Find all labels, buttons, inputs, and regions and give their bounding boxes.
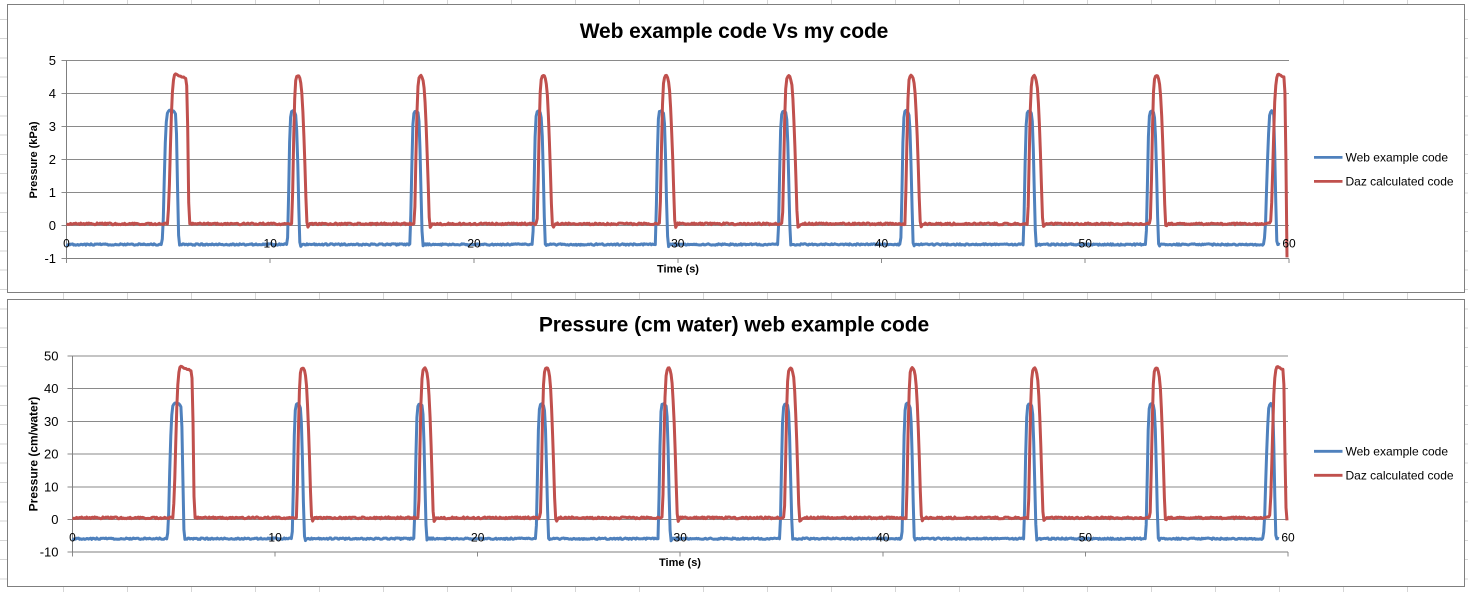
svg-text:40: 40 <box>876 531 890 545</box>
svg-text:2: 2 <box>49 152 56 167</box>
svg-text:0: 0 <box>63 237 70 251</box>
svg-text:10: 10 <box>264 237 278 251</box>
svg-text:30: 30 <box>674 531 688 545</box>
svg-text:Daz calculated code: Daz calculated code <box>1346 175 1454 189</box>
svg-text:Pressure (cm water) web exampl: Pressure (cm water) web example code <box>539 314 929 337</box>
svg-text:50: 50 <box>1079 237 1093 251</box>
svg-text:20: 20 <box>44 447 58 462</box>
svg-text:40: 40 <box>875 237 889 251</box>
svg-text:-1: -1 <box>44 251 56 266</box>
svg-text:3: 3 <box>49 119 56 134</box>
svg-text:40: 40 <box>44 381 58 396</box>
svg-text:1: 1 <box>49 185 56 200</box>
svg-text:5: 5 <box>49 53 56 68</box>
svg-text:30: 30 <box>671 237 685 251</box>
svg-text:50: 50 <box>44 349 58 364</box>
svg-text:Daz calculated code: Daz calculated code <box>1346 469 1454 483</box>
svg-text:-10: -10 <box>40 545 59 560</box>
svg-text:Time (s): Time (s) <box>657 263 699 275</box>
svg-text:Pressure (kPa): Pressure (kPa) <box>28 121 40 198</box>
svg-text:Time (s): Time (s) <box>659 557 701 569</box>
svg-text:Web example code: Web example code <box>1346 445 1449 459</box>
svg-text:0: 0 <box>49 218 56 233</box>
svg-text:0: 0 <box>51 512 58 527</box>
svg-text:50: 50 <box>1079 531 1093 545</box>
svg-text:20: 20 <box>467 237 481 251</box>
svg-text:10: 10 <box>268 531 282 545</box>
svg-text:60: 60 <box>1281 531 1295 545</box>
svg-text:Web example code: Web example code <box>1346 151 1449 165</box>
svg-text:0: 0 <box>69 531 76 545</box>
svg-text:60: 60 <box>1282 237 1296 251</box>
svg-text:4: 4 <box>49 86 56 101</box>
svg-text:Web example code Vs my code: Web example code Vs my code <box>580 20 889 43</box>
svg-text:10: 10 <box>44 479 58 494</box>
svg-text:20: 20 <box>471 531 485 545</box>
svg-text:30: 30 <box>44 414 58 429</box>
svg-text:Pressure (cm/water): Pressure (cm/water) <box>27 397 41 512</box>
